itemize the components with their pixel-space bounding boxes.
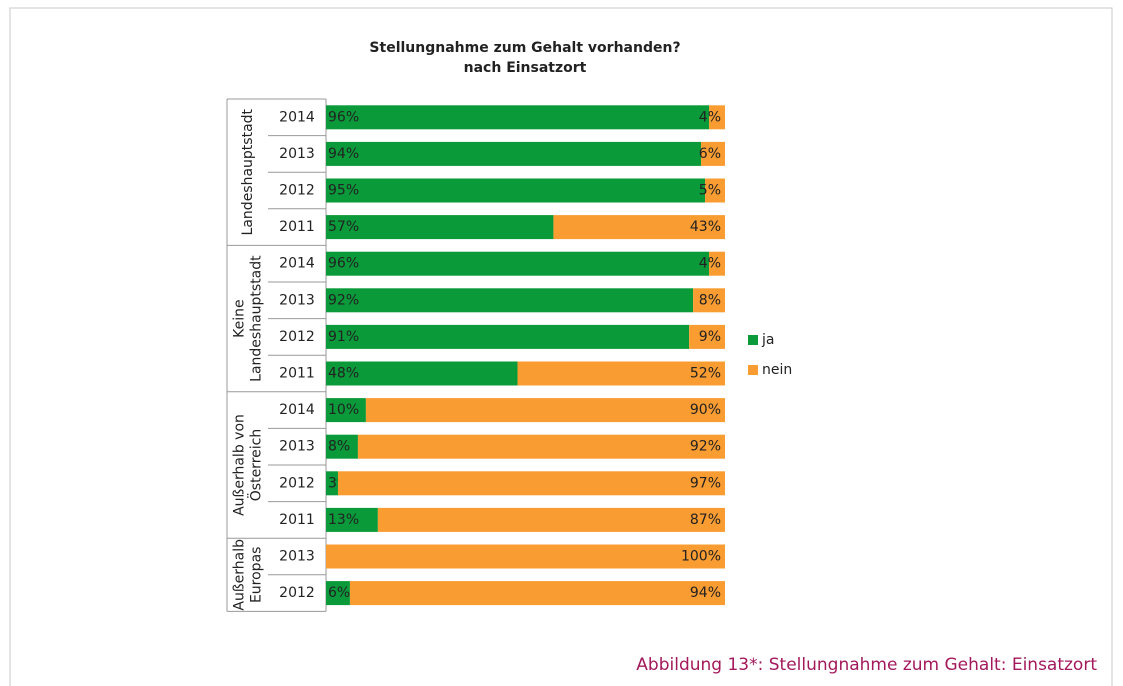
bar-segment xyxy=(693,288,725,313)
value-label: 5% xyxy=(699,183,721,199)
value-label: 95% xyxy=(328,183,359,199)
legend-swatch xyxy=(748,365,758,375)
chart-title: Stellungnahme zum Gehalt vorhanden? xyxy=(369,40,680,56)
group-label: Außerhalb xyxy=(232,539,248,611)
value-label: 13% xyxy=(328,512,359,528)
chart-title: nach Einsatzort xyxy=(464,60,587,76)
value-label: 92% xyxy=(328,292,359,308)
value-label: 52% xyxy=(690,366,721,382)
value-label: 91% xyxy=(328,329,359,345)
y-tick-label: 2013 xyxy=(279,439,315,455)
bar-segment xyxy=(709,105,725,130)
bar-segment xyxy=(365,398,725,423)
bar-segment xyxy=(517,361,725,386)
value-label: 43% xyxy=(690,219,721,235)
y-tick-label: 2013 xyxy=(279,146,315,162)
value-label: 8% xyxy=(328,439,350,455)
y-tick-label: 2011 xyxy=(279,219,315,235)
bar-segment xyxy=(349,581,725,606)
bar-segment xyxy=(326,361,518,386)
value-label: 96% xyxy=(328,109,359,125)
group-label: Österreich xyxy=(247,429,265,501)
value-label: 90% xyxy=(690,402,721,418)
bar-segment xyxy=(377,507,725,532)
bar-segment xyxy=(701,141,725,166)
y-tick-label: 2014 xyxy=(279,256,315,272)
legend-swatch xyxy=(748,335,758,345)
value-label: 6% xyxy=(699,146,721,162)
value-label: 4% xyxy=(699,256,721,272)
bar-segment xyxy=(326,251,710,276)
group-label: Europas xyxy=(249,547,265,604)
group-label: Landeshauptstadt xyxy=(240,108,256,235)
y-tick-label: 2011 xyxy=(279,366,315,382)
y-tick-label: 2012 xyxy=(279,183,315,199)
y-tick-label: 2014 xyxy=(279,109,315,125)
bar-segment xyxy=(326,581,350,606)
y-tick-label: 2013 xyxy=(279,549,315,565)
legend-label: ja xyxy=(761,332,774,348)
value-label: 97% xyxy=(690,475,721,491)
value-label: 94% xyxy=(690,585,721,601)
value-label: 10% xyxy=(328,402,359,418)
y-tick-label: 2011 xyxy=(279,512,315,528)
bar-segment xyxy=(326,105,710,130)
value-label: 100% xyxy=(681,549,721,565)
group-label: Keine xyxy=(232,299,248,337)
bar-segment xyxy=(326,507,378,532)
legend-label: nein xyxy=(762,362,792,378)
value-label: 6% xyxy=(328,585,350,601)
bar-segment xyxy=(326,324,690,349)
bar-segment xyxy=(709,251,725,276)
bar-segment xyxy=(357,434,725,459)
group-label: Außerhalb von xyxy=(232,414,248,516)
bar-segment xyxy=(326,434,358,459)
bar-segment xyxy=(337,471,725,496)
value-label: 94% xyxy=(328,146,359,162)
bar-segment xyxy=(326,398,366,423)
y-tick-label: 2012 xyxy=(279,585,315,601)
caption: Abbildung 13*: Stellungnahme zum Gehalt:… xyxy=(636,655,1097,675)
bar-segment xyxy=(326,178,706,203)
y-tick-label: 2012 xyxy=(279,329,315,345)
bar-segment xyxy=(326,544,725,569)
value-label: 4% xyxy=(699,109,721,125)
value-label: 9% xyxy=(699,329,721,345)
value-label: 87% xyxy=(690,512,721,528)
value-label: 48% xyxy=(328,366,359,382)
bar-segment xyxy=(689,324,725,349)
bar-segment xyxy=(326,288,694,313)
bar-segment xyxy=(553,215,725,240)
value-label: 96% xyxy=(328,256,359,272)
y-tick-label: 2012 xyxy=(279,475,315,491)
bar-segment xyxy=(326,471,338,496)
value-label: 8% xyxy=(699,292,721,308)
bar-segment xyxy=(705,178,725,203)
y-tick-label: 2014 xyxy=(279,402,315,418)
y-tick-label: 2013 xyxy=(279,292,315,308)
value-label: 57% xyxy=(328,219,359,235)
bar-segment xyxy=(326,215,554,240)
value-label: 92% xyxy=(690,439,721,455)
bar-segment xyxy=(326,141,702,166)
group-label: Landeshauptstadt xyxy=(249,255,265,382)
